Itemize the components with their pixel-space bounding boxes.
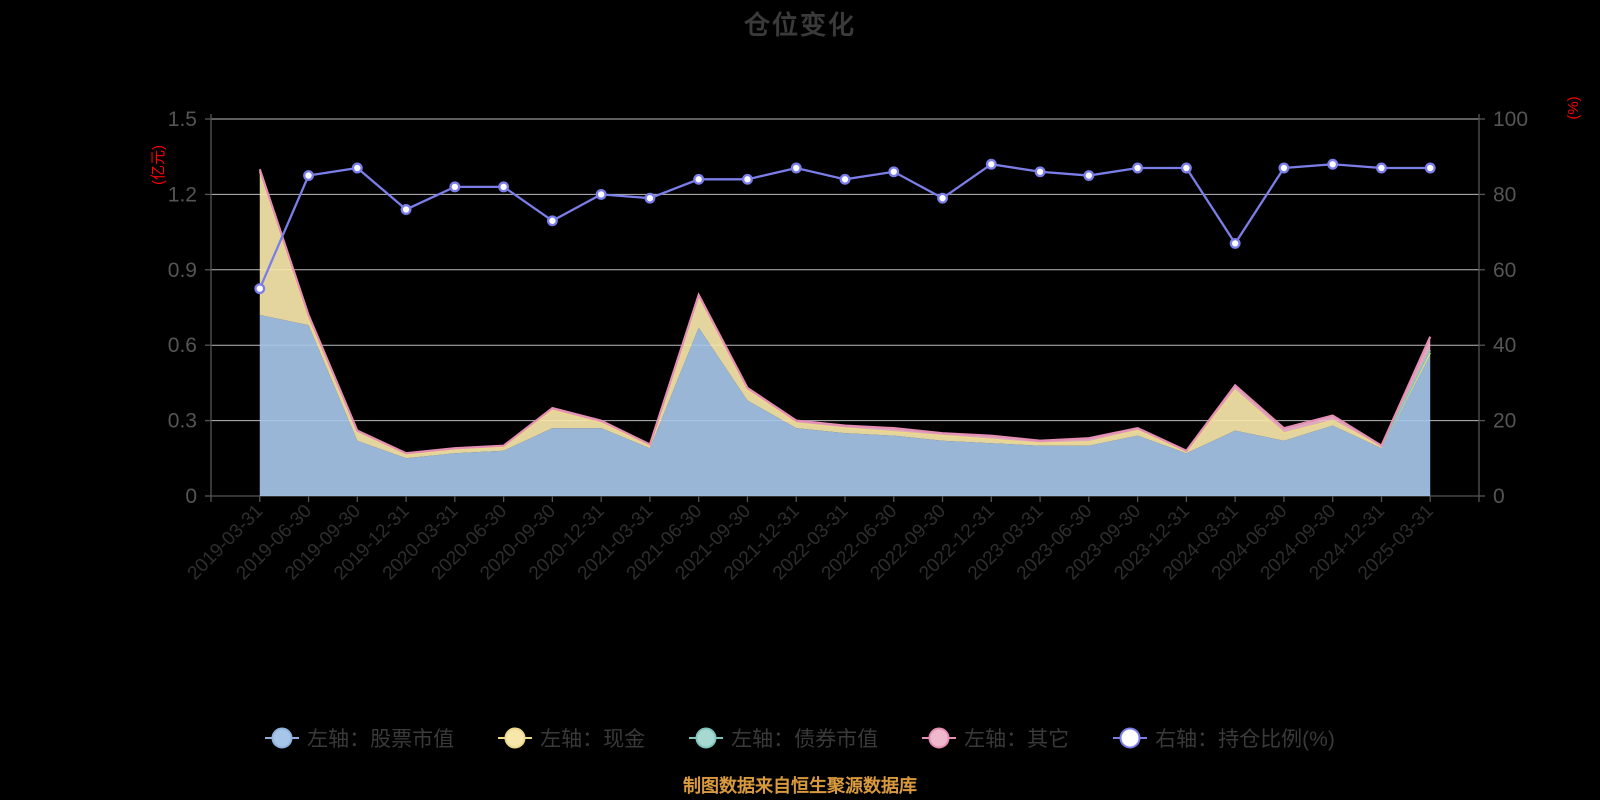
svg-text:100: 100 (1493, 108, 1528, 131)
svg-text:0: 0 (185, 485, 197, 508)
svg-text:0.6: 0.6 (168, 334, 197, 357)
svg-text:仓位变化: 仓位变化 (743, 10, 856, 40)
svg-text:1.2: 1.2 (168, 183, 197, 206)
svg-text:40: 40 (1493, 334, 1516, 357)
svg-text:(亿元): (亿元) (150, 145, 167, 185)
svg-text:0.3: 0.3 (168, 410, 197, 433)
svg-text:60: 60 (1493, 259, 1516, 282)
svg-text:1.5: 1.5 (168, 108, 197, 131)
svg-text:0.9: 0.9 (168, 259, 197, 282)
svg-text:0: 0 (1493, 485, 1505, 508)
svg-text:20: 20 (1493, 410, 1516, 433)
svg-text:80: 80 (1493, 183, 1516, 206)
svg-text:(%): (%) (1565, 96, 1582, 119)
